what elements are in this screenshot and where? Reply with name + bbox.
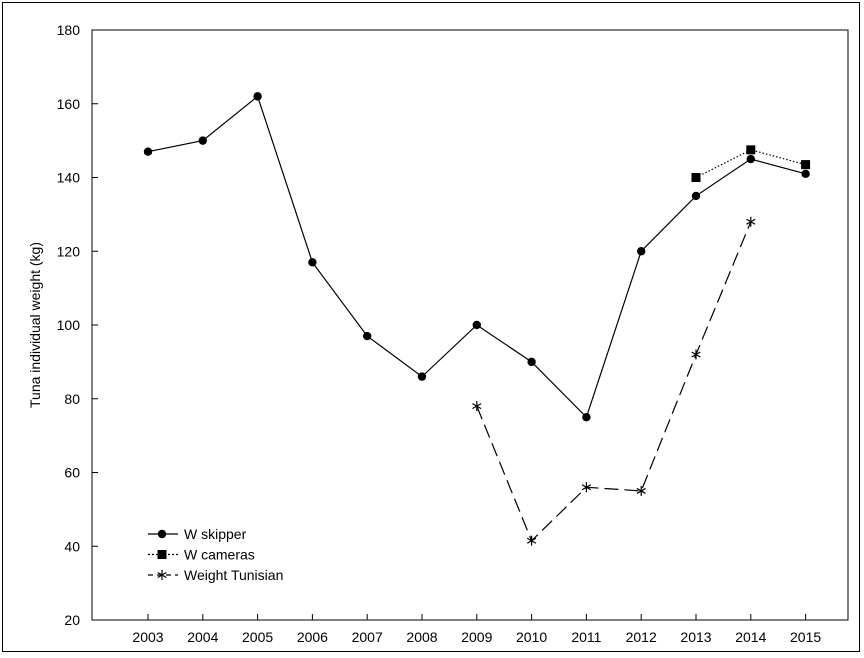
x-tick-label: 2007 <box>352 629 383 645</box>
data-point <box>691 349 701 360</box>
y-tick-label: 80 <box>64 391 80 407</box>
series-w-skipper <box>143 92 810 422</box>
x-tick-label: 2009 <box>461 629 492 645</box>
series-weight-tunisian <box>472 216 756 546</box>
data-point <box>746 145 756 155</box>
data-point <box>691 191 701 201</box>
data-point <box>582 412 591 422</box>
data-point <box>198 136 207 145</box>
x-tick-label: 2013 <box>680 629 711 645</box>
line-chart: 20 40 60 80 100 120 140 160 180 2003 2004 2005 2006… <box>27 22 849 645</box>
legend: W skipper W cameras Weight Tunisian <box>148 526 283 583</box>
data-point <box>636 485 646 496</box>
y-tick-label: 160 <box>57 96 81 112</box>
legend-marker <box>157 570 167 580</box>
x-axis: 2003 2004 2005 2006 2007 2008 2009 2010 2011 2012… <box>132 614 821 645</box>
x-tick-label: 2003 <box>132 629 163 645</box>
data-point <box>253 92 262 101</box>
legend-marker <box>157 529 167 539</box>
y-tick-label: 140 <box>57 170 81 186</box>
data-point <box>363 331 372 341</box>
y-tick-label: 120 <box>57 243 81 259</box>
data-point <box>801 169 810 179</box>
data-point <box>746 154 755 164</box>
y-tick-label: 40 <box>64 538 80 554</box>
x-tick-label: 2010 <box>516 629 547 645</box>
legend-label: W cameras <box>184 547 255 563</box>
series-layer <box>143 92 811 546</box>
series-line <box>147 95 806 419</box>
legend-item: W skipper <box>148 526 247 542</box>
x-tick-label: 2015 <box>790 629 821 645</box>
x-tick-label: 2014 <box>735 629 766 645</box>
x-tick-label: 2011 <box>571 629 601 645</box>
x-tick-label: 2006 <box>297 629 328 645</box>
series-line <box>695 149 806 179</box>
data-point <box>308 258 317 267</box>
data-point <box>801 160 811 170</box>
y-tick-label: 180 <box>57 22 81 38</box>
data-point <box>746 216 756 227</box>
series-line <box>476 221 752 542</box>
data-point <box>691 173 701 182</box>
x-tick-label: 2004 <box>187 629 218 645</box>
data-point <box>472 401 482 412</box>
series-w-cameras <box>691 145 811 182</box>
x-tick-label: 2012 <box>626 629 657 645</box>
legend-marker <box>157 550 167 559</box>
data-point <box>472 320 481 330</box>
x-tick-label: 2008 <box>406 629 437 645</box>
x-tick-label: 2005 <box>242 629 273 645</box>
legend-label: W skipper <box>184 526 247 542</box>
data-point <box>527 357 536 367</box>
data-point <box>526 535 537 546</box>
data-point <box>143 147 153 156</box>
legend-label: Weight Tunisian <box>184 567 283 583</box>
y-tick-label: 100 <box>57 317 81 333</box>
y-tick-label: 60 <box>64 465 80 481</box>
data-point <box>581 482 592 493</box>
y-axis: 20 40 60 80 100 120 140 160 180 <box>57 22 98 628</box>
y-tick-label: 20 <box>64 612 80 628</box>
legend-item: W cameras <box>148 547 255 563</box>
data-point <box>637 247 646 256</box>
y-axis-label: Tuna individual weight (kg) <box>27 242 43 408</box>
legend-item: Weight Tunisian <box>148 567 283 583</box>
data-point <box>417 372 427 381</box>
